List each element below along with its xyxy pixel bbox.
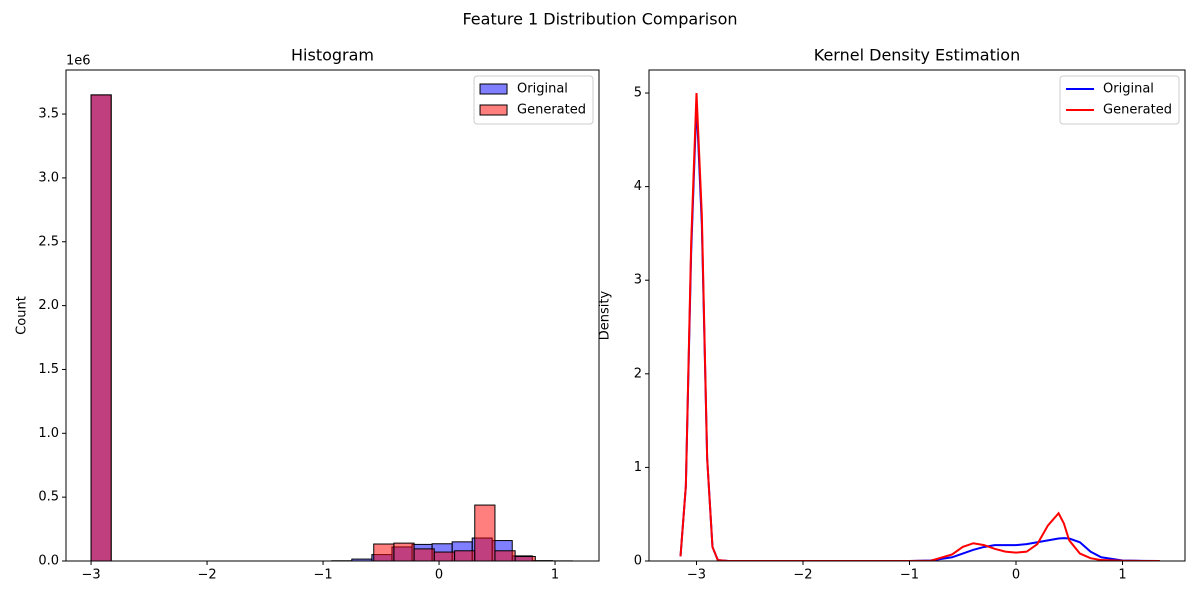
y-tick-label: 5 <box>634 86 642 101</box>
histogram-bar <box>494 550 516 561</box>
x-tick-label: 1 <box>551 568 559 583</box>
x-tick-label: −1 <box>313 568 332 583</box>
subplot: Kernel Density Estimation Density −3 −2 −1 0 1… <box>598 46 1186 583</box>
legend-label: Original <box>517 82 568 97</box>
subplot-title: Kernel Density Estimation <box>814 46 1020 65</box>
x-tick-label: −2 <box>197 568 216 583</box>
histogram-bar <box>433 551 456 561</box>
legend-label: Generated <box>517 103 586 118</box>
figure-title: Feature 1 Distribution Comparison <box>462 10 737 29</box>
y-tick-label: 3.0 <box>38 170 59 185</box>
y-tick-label: 3.5 <box>38 107 59 122</box>
y-tick-label: 2.0 <box>38 298 59 313</box>
legend-swatch <box>479 104 508 116</box>
plot-area <box>90 94 573 561</box>
x-tick-label: 0 <box>1012 568 1020 583</box>
axes-frame <box>648 69 1186 562</box>
y-tick-label: 1.5 <box>38 362 59 377</box>
y-tick-label: 2 <box>634 366 642 381</box>
y-tick-label: 1 <box>634 460 642 475</box>
y-axis-label: Count <box>15 296 30 335</box>
x-tick-label: 1 <box>1118 568 1126 583</box>
legend-swatch <box>479 83 508 95</box>
plot-area <box>679 92 1160 561</box>
histogram-bar <box>90 94 112 561</box>
kde-line <box>679 92 1160 561</box>
legend-label: Original <box>1103 82 1154 97</box>
legend: Original Generated <box>473 75 594 125</box>
legend-label: Generated <box>1103 103 1172 118</box>
y-tick-label: 0 <box>634 554 642 569</box>
y-axis-label: Density <box>598 290 613 340</box>
histogram-bar <box>474 504 496 561</box>
x-tick-label: 0 <box>435 568 443 583</box>
y-tick-label: 0.5 <box>38 490 59 505</box>
x-tick-label: −3 <box>687 568 706 583</box>
x-tick-label: −2 <box>793 568 812 583</box>
histogram-bar <box>454 550 476 561</box>
subplot: Histogram Count 1e6 −3 −2 −1 0 1 0.0 0.5 1.0 1.5 2.0… <box>15 46 600 583</box>
axes-frame <box>65 69 600 562</box>
legend: Original Generated <box>1059 75 1180 125</box>
y-tick-label: 2.5 <box>38 234 59 249</box>
histogram-bar <box>514 556 536 561</box>
x-tick-label: −3 <box>81 568 100 583</box>
histogram-bar <box>373 543 395 561</box>
y-tick-label: 1.0 <box>38 426 59 441</box>
y-tick-label: 3 <box>634 273 642 288</box>
histogram-bar <box>393 542 415 561</box>
x-tick-label: −1 <box>900 568 919 583</box>
y-tick-label: 0.0 <box>38 554 59 569</box>
y-tick-label: 4 <box>634 179 642 194</box>
kde-line <box>679 102 1160 561</box>
subplot-title: Histogram <box>291 46 374 65</box>
histogram-bar <box>413 548 435 561</box>
y-offset-label: 1e6 <box>66 54 91 69</box>
